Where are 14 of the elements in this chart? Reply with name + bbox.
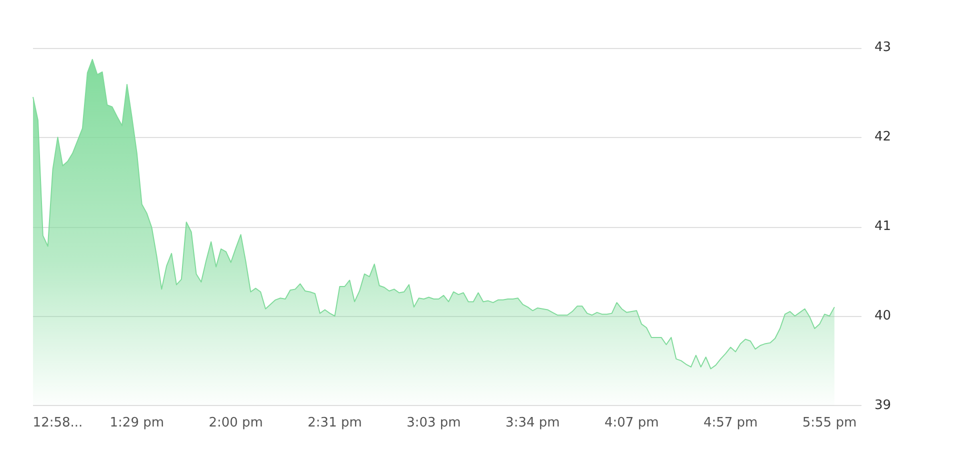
x-tick-label: 2:31 pm xyxy=(308,416,362,431)
y-tick-label: 41 xyxy=(874,218,892,234)
x-tick-label: 3:03 pm xyxy=(406,416,461,431)
x-tick-label: 5:55 pm xyxy=(802,416,857,431)
y-tick-label: 42 xyxy=(874,130,892,145)
x-tick-label: 1:29 pm xyxy=(110,416,164,431)
y-tick-label: 40 xyxy=(874,308,892,324)
x-tick-label: 12:58... xyxy=(32,416,83,431)
y-tick-label: 43 xyxy=(874,40,892,56)
x-tick-label: 2:00 pm xyxy=(208,416,263,431)
x-tick-label: 4:07 pm xyxy=(604,416,659,431)
y-tick-label: 39 xyxy=(874,398,892,413)
x-tick-label: 3:34 pm xyxy=(506,416,560,431)
x-tick-label: 4:57 pm xyxy=(703,416,758,431)
